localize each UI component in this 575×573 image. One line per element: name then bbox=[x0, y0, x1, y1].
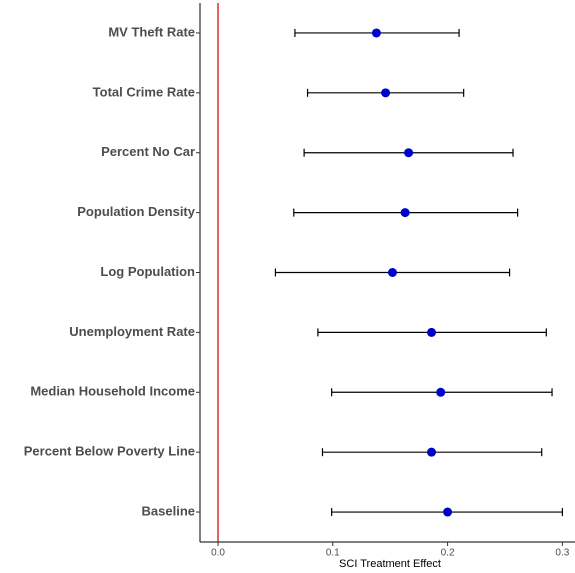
point bbox=[400, 208, 410, 218]
x-axis-title: SCI Treatment Effect bbox=[339, 558, 441, 570]
y-tick-label: Log Population bbox=[100, 264, 195, 279]
point bbox=[443, 507, 453, 517]
y-tick-label: Baseline bbox=[142, 503, 195, 518]
point bbox=[387, 268, 397, 277]
x-tick-label: 0.0 bbox=[211, 548, 225, 559]
point bbox=[381, 88, 391, 98]
x-tick-label: 0.2 bbox=[441, 548, 455, 559]
y-tick-label: MV Theft Rate bbox=[108, 24, 195, 39]
point bbox=[371, 28, 381, 38]
y-tick-label: Total Crime Rate bbox=[93, 84, 195, 99]
y-tick-label: Unemployment Rate bbox=[69, 324, 195, 339]
point bbox=[436, 387, 446, 397]
point bbox=[427, 447, 437, 457]
x-tick-label: 0.3 bbox=[555, 548, 569, 559]
x-tick-label: 0.1 bbox=[326, 548, 340, 559]
point bbox=[427, 327, 437, 337]
y-tick-label: Percent Below Poverty Line bbox=[24, 444, 195, 459]
y-tick-label: Population Density bbox=[77, 204, 196, 219]
y-tick-label: Median Household Income bbox=[30, 384, 195, 399]
y-tick-label: Percent No Car bbox=[101, 144, 195, 159]
point bbox=[404, 148, 414, 158]
